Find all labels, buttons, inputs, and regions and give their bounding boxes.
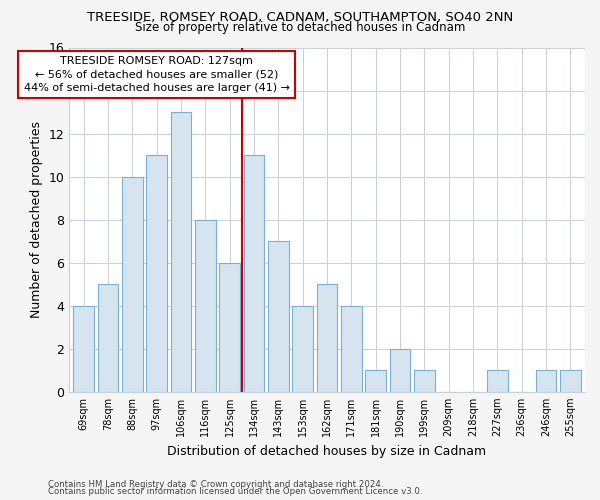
Bar bbox=[292, 306, 313, 392]
Bar bbox=[560, 370, 581, 392]
Text: Size of property relative to detached houses in Cadnam: Size of property relative to detached ho… bbox=[135, 22, 465, 35]
Bar bbox=[536, 370, 556, 392]
Bar bbox=[317, 284, 337, 392]
Bar bbox=[146, 155, 167, 392]
Bar bbox=[389, 349, 410, 392]
Text: TREESIDE ROMSEY ROAD: 127sqm
← 56% of detached houses are smaller (52)
44% of se: TREESIDE ROMSEY ROAD: 127sqm ← 56% of de… bbox=[23, 56, 290, 92]
Bar bbox=[365, 370, 386, 392]
Bar bbox=[487, 370, 508, 392]
Text: Contains public sector information licensed under the Open Government Licence v3: Contains public sector information licen… bbox=[48, 488, 422, 496]
Bar bbox=[220, 262, 240, 392]
Bar bbox=[268, 241, 289, 392]
Text: TREESIDE, ROMSEY ROAD, CADNAM, SOUTHAMPTON, SO40 2NN: TREESIDE, ROMSEY ROAD, CADNAM, SOUTHAMPT… bbox=[87, 12, 513, 24]
Bar bbox=[341, 306, 362, 392]
Bar bbox=[122, 176, 143, 392]
Text: Contains HM Land Registry data © Crown copyright and database right 2024.: Contains HM Land Registry data © Crown c… bbox=[48, 480, 383, 489]
X-axis label: Distribution of detached houses by size in Cadnam: Distribution of detached houses by size … bbox=[167, 444, 487, 458]
Bar bbox=[414, 370, 435, 392]
Y-axis label: Number of detached properties: Number of detached properties bbox=[30, 121, 43, 318]
Bar bbox=[244, 155, 265, 392]
Bar bbox=[98, 284, 118, 392]
Bar bbox=[73, 306, 94, 392]
Bar bbox=[195, 220, 215, 392]
Bar bbox=[170, 112, 191, 392]
